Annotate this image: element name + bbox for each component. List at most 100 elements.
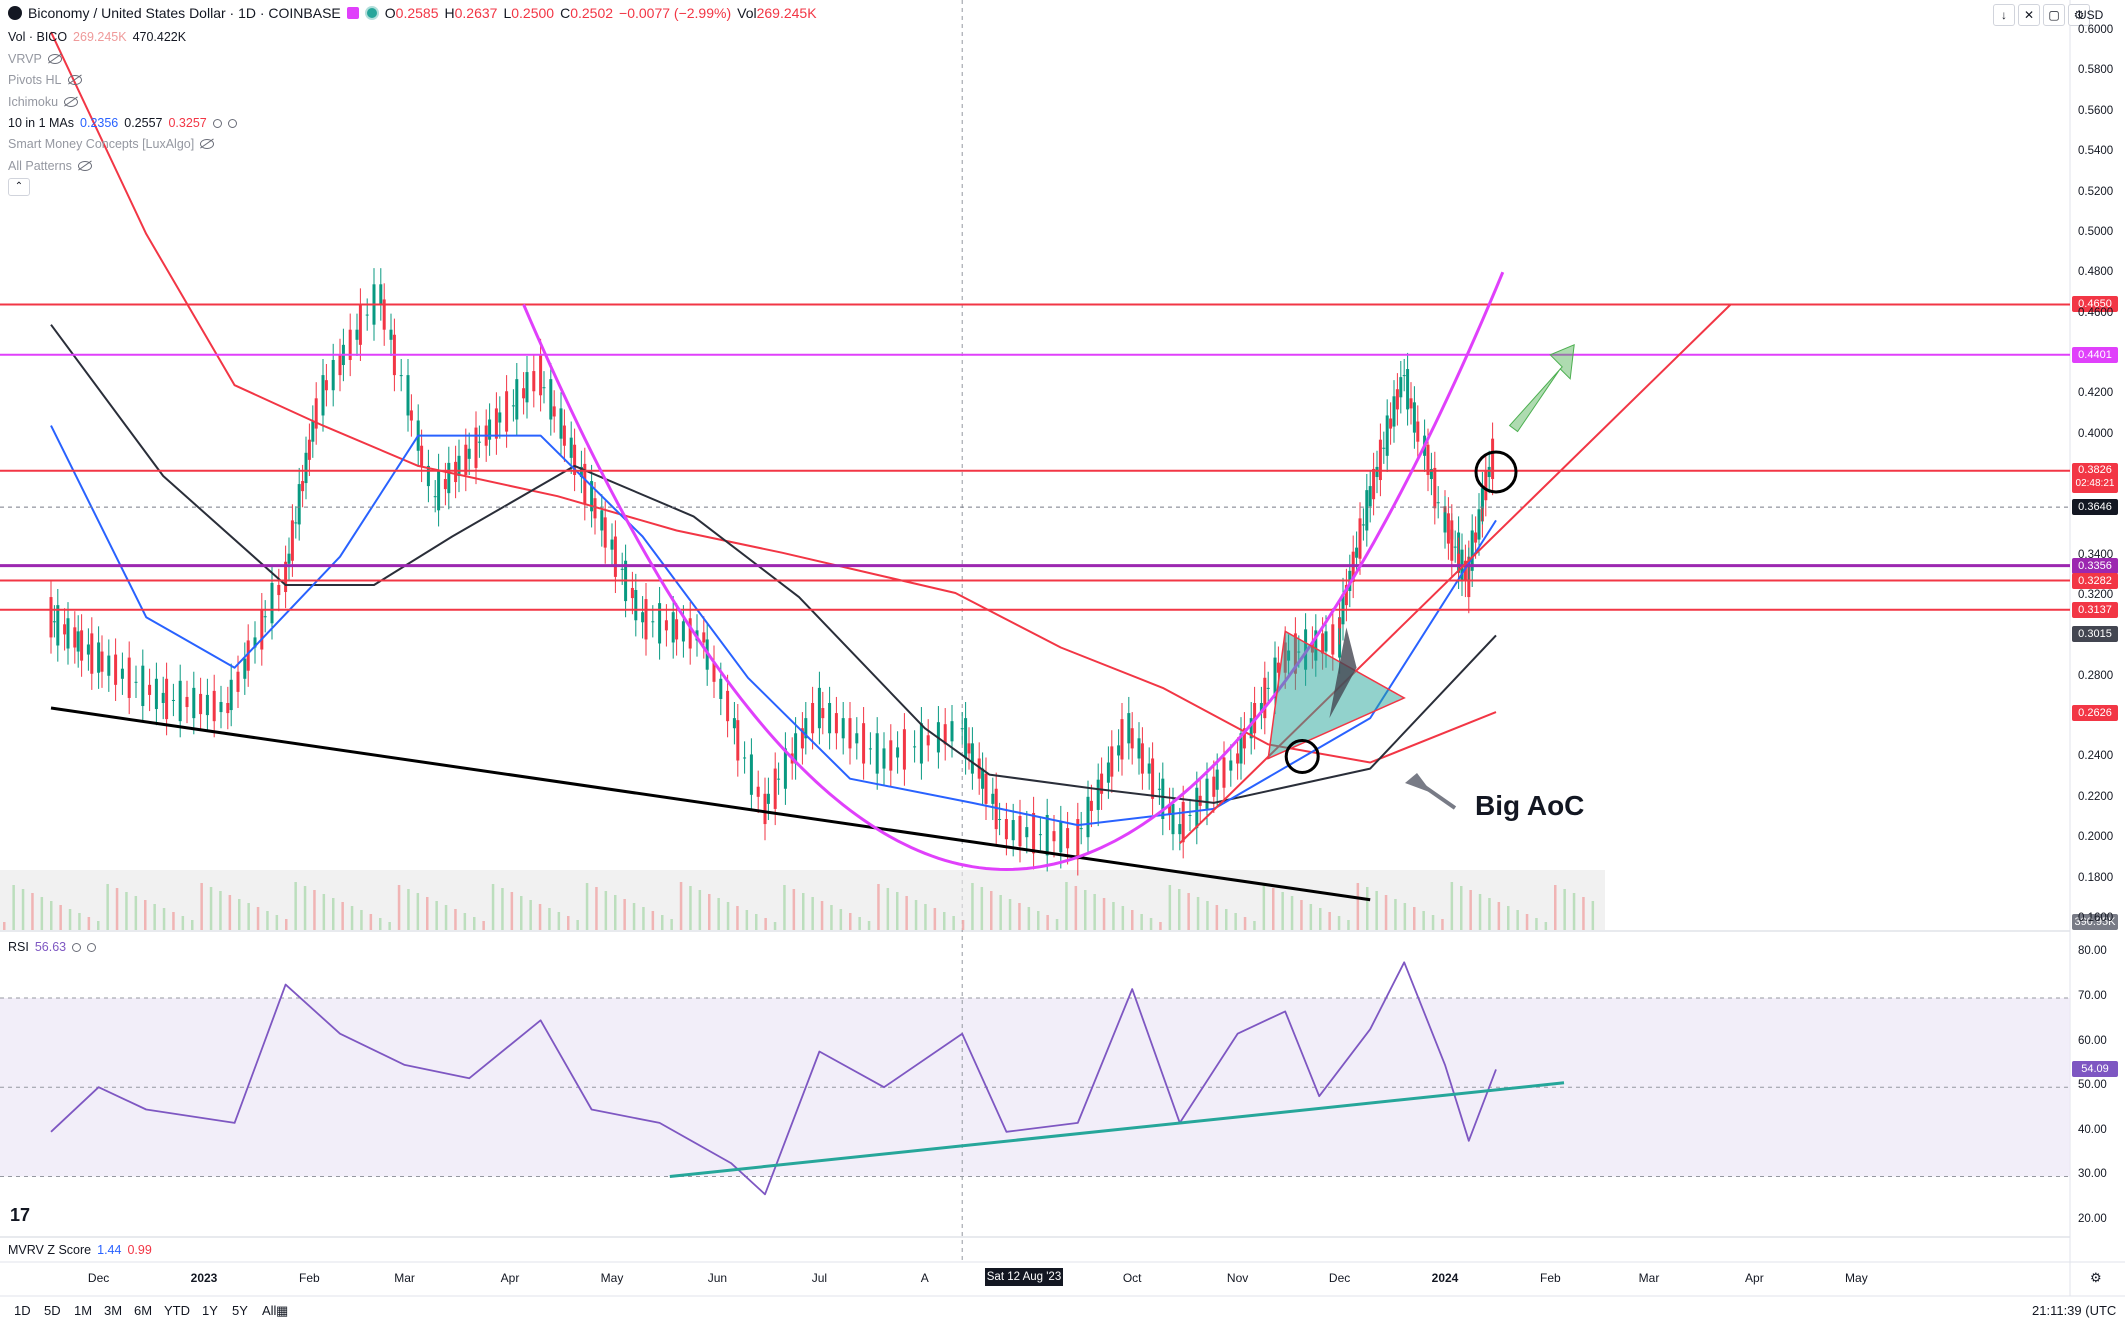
timeframe-button-6m[interactable]: 6M [134, 1303, 153, 1318]
candle-body [454, 461, 458, 483]
crosshair-date-label: Sat 12 Aug '23 [985, 1268, 1063, 1286]
candle-body [1433, 467, 1437, 509]
candle-body [1137, 738, 1141, 759]
breakout-circle [1474, 450, 1518, 494]
volume-bar [1018, 903, 1021, 930]
patterns-legend[interactable]: All Patterns [8, 159, 92, 173]
settings-dot-icon[interactable] [72, 942, 82, 952]
volume-bar [275, 915, 279, 930]
hidden-eye-icon[interactable] [200, 139, 215, 149]
candle-body [165, 678, 169, 720]
screenshot-icon[interactable]: ▢ [2043, 4, 2065, 26]
price-axis-label: 0.3200 [2078, 589, 2114, 602]
rsi-axis-label: 50.00 [2078, 1079, 2107, 1092]
candle-body [1266, 687, 1270, 689]
time-axis-label: May [600, 1271, 624, 1285]
candle-body [991, 793, 995, 804]
smc-legend[interactable]: Smart Money Concepts [LuxAlgo] [8, 137, 215, 151]
candle-body [1338, 618, 1342, 629]
timeframe-button-5d[interactable]: 5D [44, 1303, 61, 1318]
volume-bar [1591, 901, 1595, 930]
candle-body [277, 584, 281, 596]
axis-settings-icon[interactable]: ⚙ [2090, 1270, 2102, 1285]
timeframe-button-1y[interactable]: 1Y [202, 1303, 218, 1318]
volume-bar [1225, 909, 1228, 930]
volume-bar [1215, 905, 1219, 930]
volume-bar [97, 921, 100, 930]
hidden-eye-icon[interactable] [47, 54, 62, 64]
volume-bar [1055, 919, 1059, 930]
ichimoku-legend[interactable]: Ichimoku [8, 95, 79, 109]
collapse-legend-button[interactable]: ⌃ [8, 178, 30, 196]
candle-body [287, 553, 291, 564]
settings-dot-icon[interactable] [87, 942, 97, 952]
candle-body [562, 425, 566, 446]
settings-icon[interactable]: ⚙ [2068, 4, 2090, 26]
candle-body [1358, 518, 1362, 559]
volume-bar [294, 882, 297, 930]
volume-bar [557, 912, 561, 930]
time-axis-label: Mar [1638, 1271, 1660, 1285]
settings-dot-icon[interactable] [227, 118, 237, 128]
candle-body [1195, 787, 1199, 829]
settings-dot-icon[interactable] [212, 118, 222, 128]
vrvp-legend[interactable]: VRVP [8, 52, 62, 66]
volume-bar [228, 895, 232, 930]
candle-body [641, 612, 645, 623]
candle-body [49, 597, 53, 638]
timeframe-button-1m[interactable]: 1M [74, 1303, 93, 1318]
candle-body [998, 819, 1002, 821]
candle-body [1399, 377, 1403, 398]
clock-display[interactable]: 21:11:39 (UTC [2032, 1303, 2117, 1318]
pivots-legend[interactable]: Pivots HL [8, 73, 82, 87]
volume-bar [50, 901, 53, 930]
volume-bar [397, 885, 401, 930]
price-axis-label: 0.4200 [2078, 387, 2114, 400]
volume-bar [952, 916, 955, 930]
volume-bar [1046, 915, 1049, 930]
volume-legend[interactable]: Vol · BICO 269.245K 470.422K [8, 30, 187, 44]
candle-body [882, 748, 886, 769]
hidden-eye-icon[interactable] [77, 161, 92, 171]
candle-body [477, 441, 481, 443]
fullscreen-icon[interactable]: ✕ [2018, 4, 2040, 26]
candle-body [355, 329, 359, 340]
volume-bar [1422, 911, 1425, 930]
ma-fast-line [50, 425, 1497, 827]
volume-bar [1319, 908, 1322, 930]
rsi-legend[interactable]: RSI 56.63 [8, 940, 97, 954]
hidden-eye-icon[interactable] [67, 75, 82, 85]
candle-body [1018, 815, 1022, 847]
big-aoc-annotation: Big AoC [1475, 790, 1585, 821]
timeframe-button-3m[interactable]: 3M [104, 1303, 123, 1318]
candle-body [1395, 389, 1399, 410]
candle-body [284, 561, 288, 593]
candle-body [950, 721, 954, 742]
candle-body [919, 723, 923, 764]
timeframe-button-all[interactable]: All [262, 1303, 277, 1318]
timeframe-button-ytd[interactable]: YTD [164, 1303, 190, 1318]
candle-body [1117, 745, 1121, 756]
symbol-title[interactable]: Biconomy / United States Dollar · 1D · C… [28, 5, 341, 21]
mvrv-legend[interactable]: MVRV Z Score 1.44 0.99 [8, 1243, 152, 1257]
flag-icon[interactable] [346, 7, 359, 19]
volume-bar [961, 920, 965, 930]
volume-bar [1300, 900, 1303, 930]
calendar-icon[interactable]: ▦ [276, 1303, 289, 1318]
arrow-down-icon[interactable]: ↓ [1993, 4, 2015, 26]
candle-body [76, 631, 80, 652]
timeframe-button-5y[interactable]: 5Y [232, 1303, 248, 1318]
volume-bar [1469, 890, 1472, 930]
volume-bar [313, 890, 316, 930]
volume-bar [162, 908, 166, 930]
hidden-eye-icon[interactable] [64, 97, 79, 107]
volume-bar [341, 902, 344, 930]
price-axis-label: 0.1600 [2078, 911, 2114, 924]
timeframe-button-1d[interactable]: 1D [14, 1303, 31, 1318]
volume-bar [1243, 917, 1247, 930]
downtrend-line [50, 706, 1371, 902]
currency-selector[interactable]: USD [2078, 8, 2104, 22]
candle-body [1130, 728, 1134, 749]
mas-legend[interactable]: 10 in 1 MAs 0.2356 0.2557 0.3257 [8, 116, 237, 130]
